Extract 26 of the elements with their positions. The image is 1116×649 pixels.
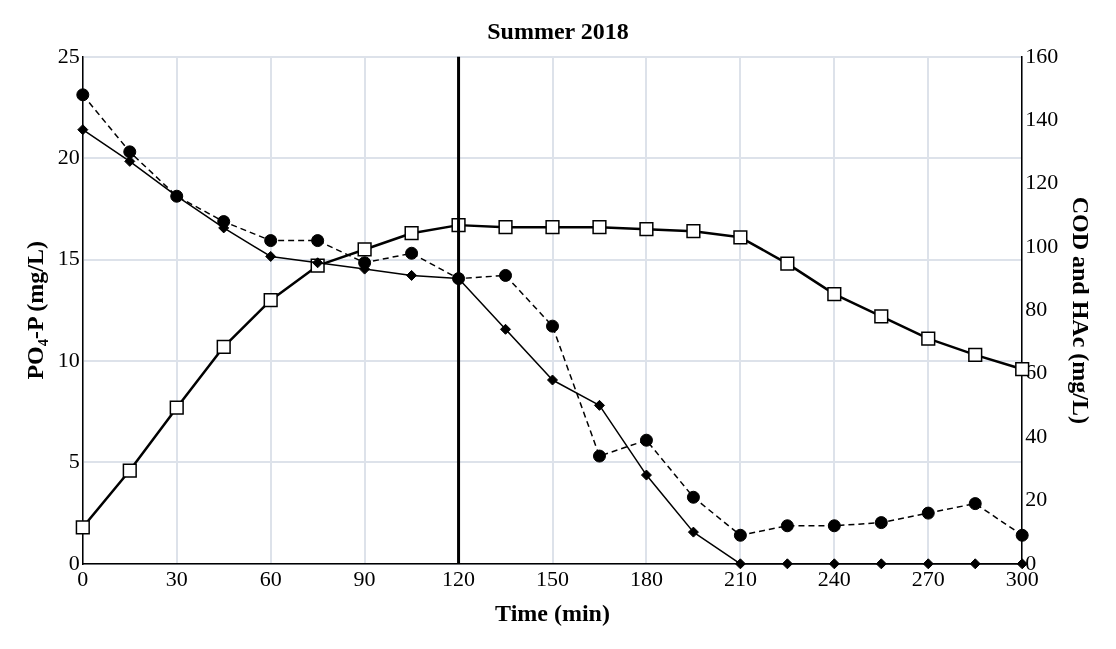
x-tick-label: 210 <box>723 565 757 591</box>
y-tick-label: 20 <box>57 143 80 169</box>
y2-tick-label: 160 <box>1025 42 1059 68</box>
y2-tick-label: 40 <box>1025 422 1048 448</box>
y-tick-label: 0 <box>68 549 80 575</box>
y-tick-label: 25 <box>57 42 80 68</box>
y2-tick-label: 20 <box>1025 486 1048 512</box>
y-tick-label: 15 <box>57 245 80 271</box>
y2-tick-label: 140 <box>1025 105 1059 131</box>
y-axis-title: PO₄-P (mg/L) <box>21 241 48 380</box>
y2-tick-label: 80 <box>1025 296 1048 322</box>
x-tick-label: 30 <box>165 565 188 591</box>
y2-tick-label: 100 <box>1025 232 1059 258</box>
y2-tick-label: 120 <box>1025 169 1059 195</box>
y-tick-label: 5 <box>68 448 80 474</box>
x-tick-label: 180 <box>629 565 663 591</box>
x-tick-label: 60 <box>259 565 282 591</box>
y2-axis-title: COD and HAc (mg/L) <box>1068 196 1095 424</box>
y-tick-label: 10 <box>57 346 80 372</box>
x-tick-label: 150 <box>536 565 569 591</box>
chart-title: Summer 2018 <box>487 17 629 44</box>
x-axis-title: Time (min) <box>495 599 610 626</box>
x-tick-label: 120 <box>442 565 476 591</box>
x-tick-label: 240 <box>817 565 851 591</box>
x-tick-label: 270 <box>911 565 945 591</box>
x-tick-label: 90 <box>353 565 376 591</box>
